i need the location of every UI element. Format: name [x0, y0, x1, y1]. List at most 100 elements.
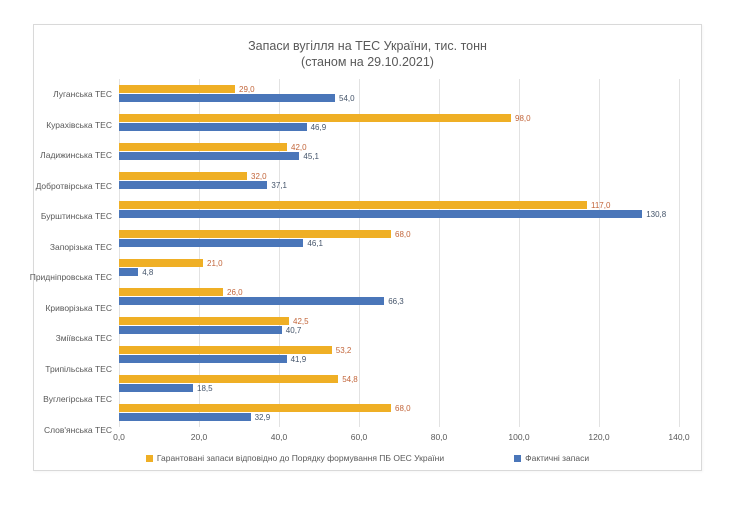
bar-guaranteed [119, 85, 235, 93]
bar-line: 32,9 [119, 412, 679, 422]
legend-swatch-blue-icon [514, 454, 522, 462]
value-label: 130,8 [646, 209, 667, 219]
bar-line: 54,8 [119, 375, 679, 384]
bar-line: 68,0 [119, 404, 679, 413]
value-label: 68,0 [395, 229, 411, 239]
chart-title: Запаси вугілля на ТЕС України, тис. тонн… [34, 38, 701, 70]
bar-group: 53,2 41,9 [119, 340, 679, 369]
x-tick-label: 60,0 [350, 432, 368, 442]
gridline [359, 79, 360, 427]
bar-actual [119, 94, 335, 102]
bar-line: 42,0 [119, 142, 679, 152]
bar-line: 46,9 [119, 122, 679, 132]
category-label: Добротвірська ТЕС [35, 180, 112, 191]
bar-line: 21,0 [119, 258, 679, 268]
bar-line: 66,3 [119, 296, 679, 306]
legend: Гарантовані запаси відповідно до Порядку… [34, 453, 701, 463]
bar-group: 42,0 45,1 [119, 137, 679, 166]
category-label: Слов'янська ТЕС [43, 424, 112, 435]
x-tick-label: 20,0 [190, 432, 208, 442]
legend-label-guaranteed: Гарантовані запаси відповідно до Порядку… [156, 453, 445, 463]
bar-line: 117,0 [119, 200, 679, 210]
x-axis: 0,0 20,0 40,0 60,0 80,0 100,0 120,0 140,0 [113, 430, 690, 445]
chart-title-line1: Запаси вугілля на ТЕС України, тис. тонн [248, 39, 487, 53]
bar-guaranteed [119, 172, 247, 180]
value-label: 42,0 [291, 142, 307, 152]
bar-line: 18,5 [119, 383, 679, 393]
bar-rows: 29,0 54,0 98,0 46,9 42,0 45,1 32,0 37,1 117,0 130… [119, 79, 679, 427]
value-label: 98,0 [515, 113, 531, 123]
bar-line: 46,1 [119, 238, 679, 248]
gridline [599, 79, 600, 427]
category-label: Луганська ТЕС [53, 89, 112, 100]
value-label: 46,9 [310, 122, 327, 132]
gridline [199, 79, 200, 427]
bar-guaranteed [119, 114, 511, 122]
bar-group: 98,0 46,9 [119, 108, 679, 137]
bar-group: 68,0 32,9 [119, 398, 679, 427]
value-label: 21,0 [207, 258, 223, 268]
category-axis: Луганська ТЕС Курахівська ТЕС Ладижинська … [29, 79, 119, 445]
value-label: 46,1 [307, 238, 323, 248]
value-label: 45,1 [303, 151, 319, 161]
bar-guaranteed [119, 143, 287, 151]
chart-body: Луганська ТЕС Курахівська ТЕС Ладижинська … [29, 79, 701, 445]
plot-wrap: 29,0 54,0 98,0 46,9 42,0 45,1 32,0 37,1 117,0 130… [113, 79, 690, 445]
bar-group: 32,0 37,1 [119, 166, 679, 195]
bar-actual [119, 326, 282, 334]
bar-actual [119, 239, 304, 247]
value-label: 54,0 [339, 93, 355, 103]
gridline [119, 79, 120, 427]
bar-guaranteed [119, 346, 332, 354]
bar-guaranteed [119, 317, 289, 325]
bar-actual [119, 181, 268, 189]
chart-frame: Запаси вугілля на ТЕС України, тис. тонн… [29, 24, 702, 471]
bar-group: 42,5 40,7 [119, 311, 679, 340]
legend-item-actual: Фактичні запаси [514, 453, 589, 463]
gridline [439, 79, 440, 427]
category-label: Придніпровська ТЕС [29, 272, 112, 283]
bar-line: 40,7 [119, 325, 679, 335]
bar-line: 98,0 [119, 113, 679, 123]
bar-line: 37,1 [119, 181, 679, 190]
value-label: 32,0 [251, 171, 267, 181]
bar-group: 26,0 66,3 [119, 282, 679, 311]
bar-actual [119, 152, 300, 160]
x-tick-label: 80,0 [430, 432, 448, 442]
value-label: 40,7 [285, 325, 302, 335]
value-label: 32,9 [254, 412, 271, 422]
bar-line: 29,0 [119, 84, 679, 94]
category-label: Зміївська ТЕС [55, 333, 112, 344]
x-tick-label: 0,0 [113, 432, 125, 442]
value-label: 66,3 [388, 296, 404, 306]
gridline [679, 79, 680, 427]
value-label: 26,0 [227, 287, 243, 297]
category-label: Бурштинська ТЕС [40, 211, 112, 222]
bar-actual [119, 210, 643, 218]
bar-group: 68,0 46,1 [119, 224, 679, 253]
value-label: 41,9 [290, 354, 307, 364]
value-label: 18,5 [197, 383, 213, 393]
value-label: 29,0 [239, 84, 255, 94]
bar-line: 26,0 [119, 287, 679, 297]
gridline [279, 79, 280, 427]
value-label: 42,5 [293, 316, 309, 326]
value-label: 117,0 [591, 200, 611, 210]
bar-guaranteed [119, 201, 587, 209]
bar-guaranteed [119, 259, 203, 267]
bar-actual [119, 413, 251, 421]
bar-line: 45,1 [119, 151, 679, 161]
bar-line: 32,0 [119, 171, 679, 181]
gridline [519, 79, 520, 427]
bar-group: 117,0 130,8 [119, 195, 679, 224]
legend-swatch-yellow-icon [145, 454, 153, 462]
category-label: Курахівська ТЕС [46, 119, 112, 130]
x-tick-label: 100,0 [508, 432, 530, 442]
value-label: 53,2 [335, 345, 352, 355]
bar-group: 21,0 4,8 [119, 253, 679, 282]
bar-line: 42,5 [119, 316, 679, 326]
category-label: Трипільська ТЕС [45, 363, 112, 374]
bar-actual [119, 355, 287, 363]
legend-item-guaranteed: Гарантовані запаси відповідно до Порядку… [145, 453, 445, 463]
bar-guaranteed [119, 230, 391, 238]
